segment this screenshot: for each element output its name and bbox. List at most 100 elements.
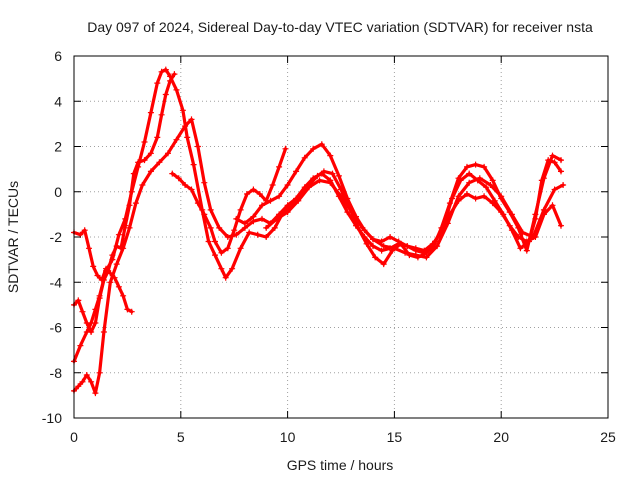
data-point — [391, 245, 398, 252]
data-point — [404, 243, 411, 250]
data-point — [551, 159, 558, 166]
data-point — [212, 252, 218, 259]
data-point — [244, 191, 250, 197]
data-series — [71, 66, 567, 397]
data-point — [466, 179, 473, 186]
series-7 — [263, 175, 567, 261]
data-point — [263, 234, 270, 240]
data-point — [194, 200, 201, 207]
data-point — [434, 243, 441, 250]
data-point — [250, 186, 257, 193]
data-point — [237, 245, 244, 252]
data-point — [549, 202, 556, 209]
y-tick-label: -2 — [50, 229, 63, 245]
series-4 — [71, 227, 135, 315]
data-point — [207, 206, 214, 213]
data-point — [498, 209, 505, 216]
data-point — [472, 195, 479, 202]
data-point — [370, 236, 376, 243]
data-point — [75, 383, 82, 390]
data-point — [348, 209, 355, 216]
data-point — [237, 206, 244, 213]
data-point — [551, 186, 558, 193]
data-point — [558, 157, 564, 164]
x-tick-label: 10 — [280, 429, 296, 445]
data-point — [188, 116, 195, 123]
data-point — [231, 227, 238, 234]
data-point — [75, 297, 82, 304]
data-point — [455, 193, 462, 200]
data-point — [130, 170, 137, 177]
data-point — [171, 71, 178, 78]
data-point — [508, 211, 515, 218]
data-point — [218, 265, 225, 272]
data-point — [201, 179, 208, 186]
data-point — [103, 265, 109, 272]
data-point — [86, 245, 92, 252]
data-point — [455, 175, 462, 182]
data-point — [115, 283, 122, 290]
data-point — [158, 111, 165, 118]
data-point — [487, 182, 494, 188]
data-point — [173, 136, 180, 143]
data-point — [218, 249, 225, 256]
x-tick-label: 5 — [177, 429, 185, 445]
data-point — [481, 163, 488, 170]
data-point — [466, 170, 473, 177]
x-tick-label: 25 — [600, 429, 616, 445]
data-point — [483, 184, 490, 191]
data-point — [246, 229, 253, 236]
data-point — [88, 378, 95, 385]
data-point — [147, 168, 154, 175]
data-point — [335, 172, 342, 179]
data-point — [284, 202, 291, 209]
y-tick-label: -4 — [50, 274, 63, 290]
data-point — [519, 229, 526, 236]
data-point — [284, 182, 291, 188]
axis-ticks: 0 5 10 15 20 25 -10 -8 -6 -4 -2 0 2 4 6 — [42, 48, 616, 445]
y-tick-label: -8 — [50, 365, 63, 381]
data-point — [109, 252, 116, 259]
data-point — [259, 202, 265, 209]
data-point — [92, 390, 99, 397]
data-point — [92, 320, 99, 326]
data-point — [284, 209, 291, 216]
data-point — [169, 170, 176, 177]
data-point — [126, 202, 133, 209]
data-point — [122, 222, 129, 229]
data-point — [182, 182, 189, 188]
data-point — [276, 163, 283, 170]
x-tick-label: 15 — [387, 429, 403, 445]
data-point — [188, 186, 195, 193]
data-point — [162, 91, 169, 98]
data-point — [147, 150, 154, 157]
data-point — [88, 329, 95, 335]
series-5 — [169, 145, 289, 256]
y-tick-label: 6 — [54, 48, 62, 64]
data-point — [472, 161, 479, 168]
data-point — [540, 206, 547, 213]
data-point — [77, 342, 84, 349]
y-tick-label: 2 — [54, 139, 62, 155]
data-point — [83, 320, 90, 326]
data-point — [558, 168, 564, 175]
data-point — [481, 193, 488, 200]
x-tick-label: 20 — [493, 429, 509, 445]
data-point — [329, 170, 336, 177]
data-point — [256, 191, 263, 197]
data-point — [476, 175, 483, 182]
data-point — [327, 152, 334, 159]
data-point — [263, 224, 270, 231]
data-point — [532, 211, 539, 218]
data-point — [423, 254, 430, 261]
data-point — [173, 86, 180, 93]
data-point — [126, 224, 133, 231]
data-point — [395, 238, 402, 245]
data-point — [81, 227, 88, 234]
data-point — [233, 215, 240, 222]
data-point — [94, 272, 101, 279]
data-point — [167, 77, 174, 84]
data-point — [154, 134, 161, 141]
data-point — [327, 179, 334, 186]
